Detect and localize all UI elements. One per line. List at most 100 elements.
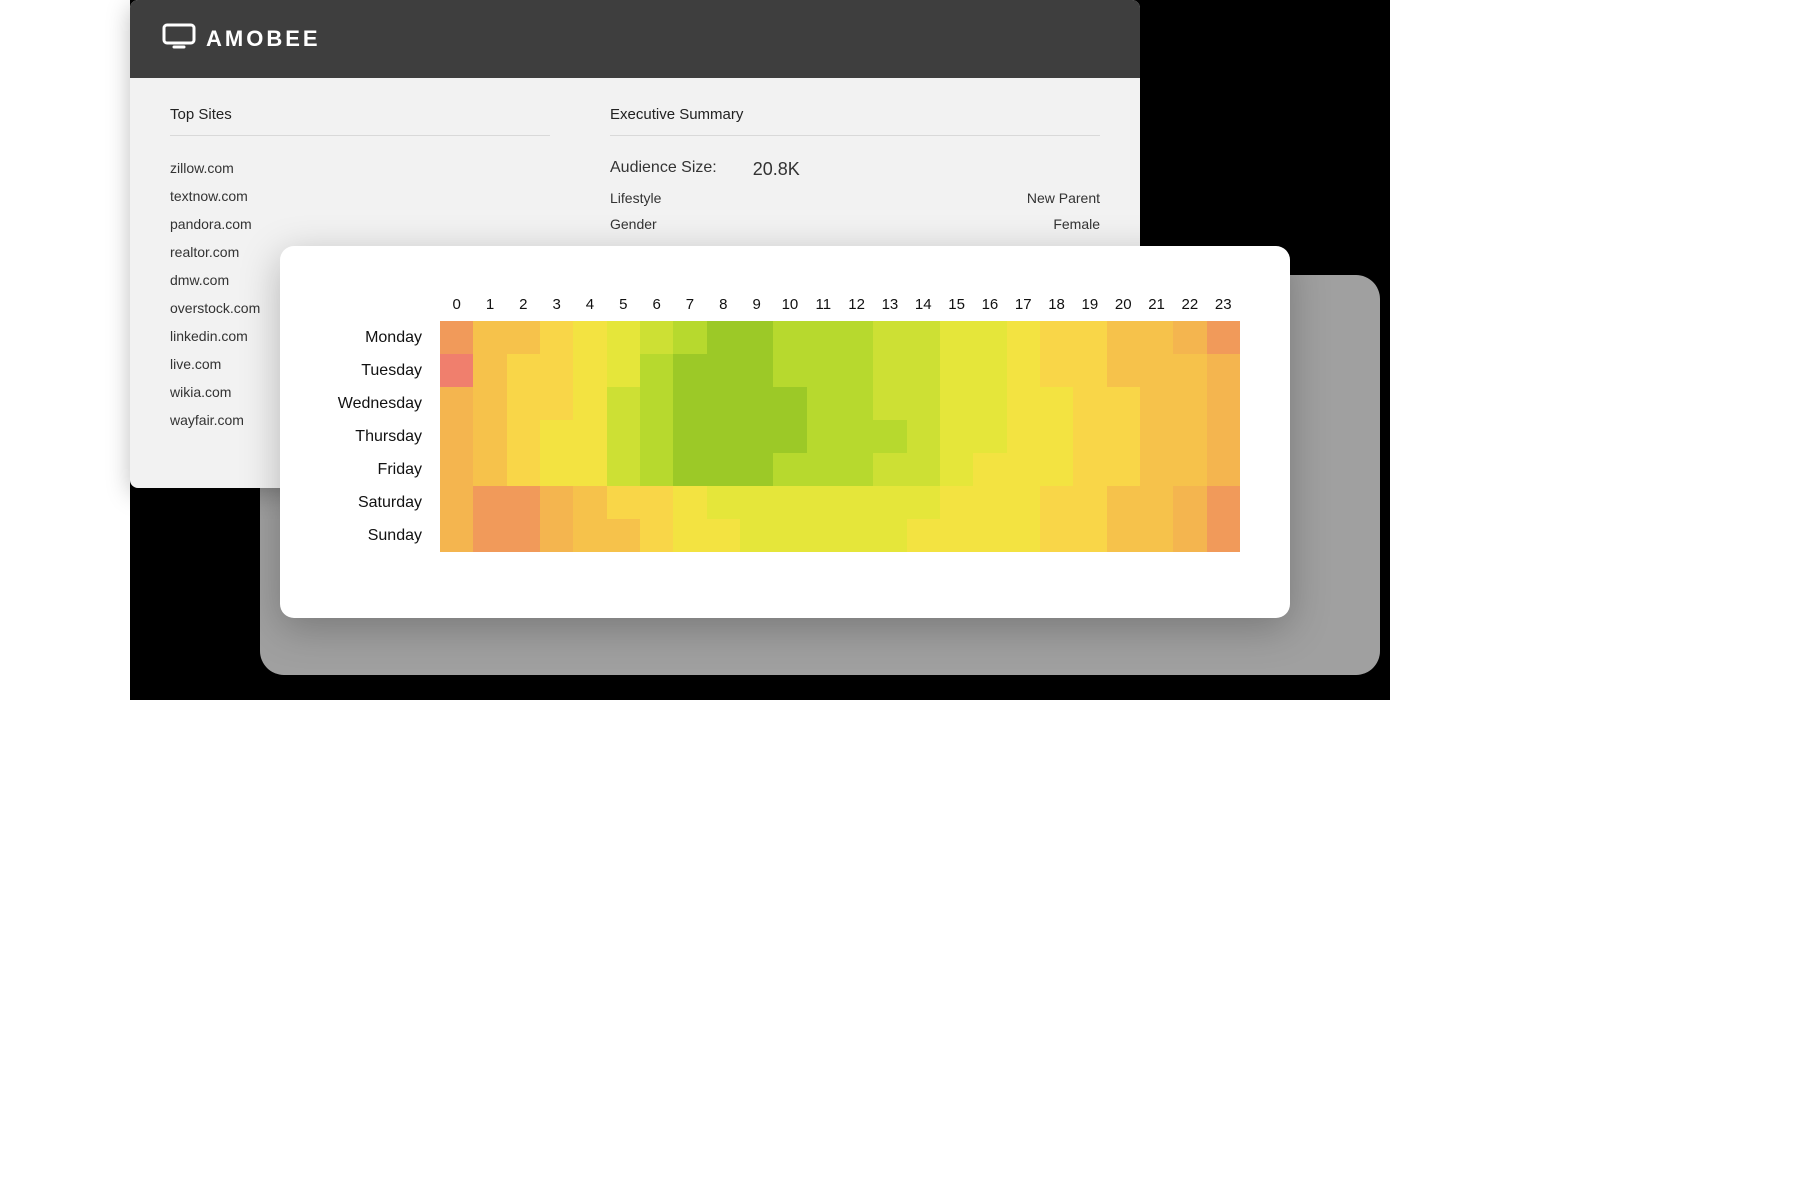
heatmap-cell: [540, 354, 573, 387]
summary-value: New Parent: [1027, 190, 1100, 206]
heatmap-cell: [1140, 321, 1173, 354]
heatmap-cell: [640, 420, 673, 453]
heatmap-cell: [440, 354, 473, 387]
audience-size-value: 20.8K: [753, 159, 800, 180]
heatmap-cell: [573, 486, 606, 519]
heatmap-cell: [973, 387, 1006, 420]
heatmap-cell: [1073, 387, 1106, 420]
site-item[interactable]: pandora.com: [170, 210, 550, 238]
heatmap-hour-label: 3: [540, 296, 573, 321]
heatmap-cell: [1040, 354, 1073, 387]
heatmap-cell: [640, 354, 673, 387]
heatmap-cell: [573, 453, 606, 486]
heatmap-row: Tuesday: [320, 354, 1240, 387]
heatmap-cell: [1140, 354, 1173, 387]
heatmap-cell: [840, 321, 873, 354]
heatmap-cell: [707, 420, 740, 453]
heatmap-cell: [907, 387, 940, 420]
heatmap-cells: [440, 354, 1240, 387]
heatmap-cell: [507, 321, 540, 354]
heatmap-hour-label: 23: [1207, 296, 1240, 321]
heatmap-cell: [807, 486, 840, 519]
heatmap-cell: [1073, 519, 1106, 552]
heatmap-hour-label: 15: [940, 296, 973, 321]
heatmap-cell: [507, 453, 540, 486]
heatmap-cell: [507, 519, 540, 552]
heatmap-day-label: Sunday: [320, 519, 440, 552]
heatmap-cell: [540, 420, 573, 453]
heatmap-cell: [607, 453, 640, 486]
heatmap-cell: [940, 486, 973, 519]
heatmap-day-label: Monday: [320, 321, 440, 354]
heatmap-cell: [907, 453, 940, 486]
summary-row: LifestyleNew Parent: [610, 185, 1100, 211]
heatmap-cell: [473, 486, 506, 519]
heatmap-cell: [507, 486, 540, 519]
heatmap-cell: [640, 387, 673, 420]
heatmap-cell: [840, 387, 873, 420]
heatmap-hour-label: 16: [973, 296, 1006, 321]
heatmap-cell: [873, 321, 906, 354]
heatmap-hour-label: 9: [740, 296, 773, 321]
heatmap-cell: [1040, 519, 1073, 552]
heatmap-cell: [773, 354, 806, 387]
site-item[interactable]: textnow.com: [170, 182, 550, 210]
heatmap-cell: [1207, 453, 1240, 486]
heatmap-cell: [740, 321, 773, 354]
heatmap-cell: [507, 354, 540, 387]
heatmap-cell: [1207, 387, 1240, 420]
heatmap-day-label: Thursday: [320, 420, 440, 453]
heatmap-cell: [740, 519, 773, 552]
heatmap-cell: [1140, 453, 1173, 486]
heatmap-cell: [973, 420, 1006, 453]
heatmap-hour-label: 13: [873, 296, 906, 321]
heatmap-cell: [973, 354, 1006, 387]
heatmap-cell: [907, 354, 940, 387]
heatmap-cell: [707, 387, 740, 420]
heatmap-row: Saturday: [320, 486, 1240, 519]
heatmap-cell: [840, 453, 873, 486]
summary-row: GenderFemale: [610, 211, 1100, 237]
heatmap-hour-label: 1: [473, 296, 506, 321]
heatmap-cell: [673, 519, 706, 552]
heatmap-cell: [840, 354, 873, 387]
heatmap-card: 01234567891011121314151617181920212223 M…: [280, 246, 1290, 618]
heatmap-cell: [540, 453, 573, 486]
heatmap-cell: [1073, 420, 1106, 453]
heatmap-cell: [607, 486, 640, 519]
heatmap-cell: [640, 321, 673, 354]
heatmap-cell: [773, 321, 806, 354]
heatmap-cells: [440, 420, 1240, 453]
heatmap-cell: [1207, 321, 1240, 354]
heatmap-hour-label: 10: [773, 296, 806, 321]
heatmap-cell: [873, 387, 906, 420]
heatmap-hours-row: 01234567891011121314151617181920212223: [320, 296, 1240, 321]
heatmap-cell: [540, 486, 573, 519]
heatmap-cell: [540, 387, 573, 420]
heatmap-hour-label: 8: [707, 296, 740, 321]
heatmap-hour-label: 4: [573, 296, 606, 321]
heatmap-day-label: Friday: [320, 453, 440, 486]
site-item[interactable]: zillow.com: [170, 154, 550, 182]
heatmap-cell: [607, 321, 640, 354]
heatmap-hour-label: 5: [607, 296, 640, 321]
heatmap-cell: [673, 420, 706, 453]
audience-size-label: Audience Size:: [610, 159, 717, 180]
heatmap-cell: [940, 387, 973, 420]
executive-summary-title: Executive Summary: [610, 106, 1100, 136]
heatmap-cell: [907, 321, 940, 354]
heatmap-cell: [907, 420, 940, 453]
heatmap: 01234567891011121314151617181920212223 M…: [320, 296, 1240, 552]
heatmap-cell: [940, 519, 973, 552]
heatmap-cells: [440, 519, 1240, 552]
heatmap-corner: [320, 296, 440, 321]
heatmap-cell: [473, 519, 506, 552]
heatmap-cell: [473, 453, 506, 486]
summary-value: Female: [1053, 216, 1100, 232]
heatmap-cell: [440, 486, 473, 519]
heatmap-cell: [973, 519, 1006, 552]
heatmap-cell: [473, 321, 506, 354]
heatmap-cell: [1073, 486, 1106, 519]
heatmap-cell: [773, 387, 806, 420]
heatmap-cell: [740, 486, 773, 519]
